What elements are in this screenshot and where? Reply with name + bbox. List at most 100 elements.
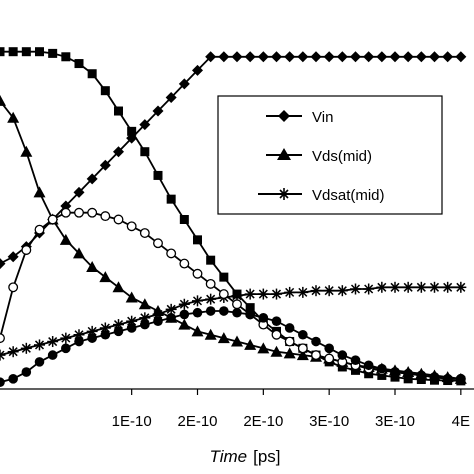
data-point-asterisk <box>336 285 348 297</box>
x-ticks: 1E-10 2E-10 2E-10 3E-10 3E-10 4E <box>112 389 470 430</box>
data-point-filled-circle <box>205 306 216 316</box>
data-point-square <box>232 289 242 299</box>
data-point-filled-circle <box>245 309 255 320</box>
data-point-square <box>74 59 84 69</box>
data-point-square <box>35 47 44 57</box>
data-point-diamond <box>310 51 322 63</box>
data-point-triangle <box>257 342 270 354</box>
data-point-asterisk <box>455 281 467 293</box>
data-point-open-circle <box>192 268 203 279</box>
data-point-filled-circle <box>311 336 321 347</box>
data-point-filled-circle <box>61 343 71 354</box>
data-point-filled-circle <box>284 323 295 333</box>
data-point-filled-circle <box>232 307 242 318</box>
data-point-triangle <box>0 94 6 106</box>
data-point-triangle <box>59 233 72 245</box>
data-point-filled-circle <box>390 367 400 377</box>
data-point-square <box>0 47 5 57</box>
data-point-diamond <box>376 51 388 63</box>
data-point-open-circle <box>179 258 190 269</box>
data-point-open-circle <box>113 214 124 225</box>
data-point-open-circle <box>284 336 295 347</box>
x-axis-title: Time [ps] <box>209 447 280 466</box>
data-point-asterisk <box>34 339 45 351</box>
x-tick-label: 4E <box>452 413 470 430</box>
data-point-asterisk <box>442 281 454 293</box>
data-point-diamond <box>192 64 203 76</box>
data-point-open-circle <box>87 207 98 218</box>
data-point-filled-circle <box>47 350 58 360</box>
data-point-square <box>193 235 202 245</box>
x-tick-label: 1E-10 <box>112 413 152 430</box>
data-point-square <box>403 374 413 384</box>
data-point-diamond <box>99 159 111 171</box>
data-point-filled-circle <box>166 313 176 323</box>
legend-box <box>217 95 443 215</box>
data-point-filled-circle <box>192 307 203 318</box>
legend-diamond-marker <box>278 110 290 122</box>
data-point-square <box>127 126 137 136</box>
data-point-filled-circle <box>442 374 453 384</box>
data-point-square <box>140 147 150 157</box>
data-point-asterisk <box>47 336 59 348</box>
data-point-filled-circle <box>324 343 334 354</box>
data-point-asterisk <box>165 303 177 315</box>
data-point-asterisk <box>86 325 98 337</box>
data-point-diamond <box>455 51 467 63</box>
data-point-asterisk <box>205 293 217 305</box>
data-point-asterisk <box>402 281 414 293</box>
data-point-square <box>390 372 400 382</box>
data-point-filled-circle <box>113 326 124 337</box>
data-point-open-circle <box>324 353 335 364</box>
data-point-filled-circle <box>140 319 150 330</box>
data-point-triangle <box>20 145 33 157</box>
data-point-filled-circle <box>456 374 466 384</box>
data-point-asterisk <box>60 332 72 344</box>
data-point-square <box>87 69 97 79</box>
data-point-asterisk <box>271 288 282 300</box>
data-point-filled-circle <box>34 357 45 367</box>
data-point-triangle <box>138 298 151 310</box>
data-point-asterisk <box>192 295 203 307</box>
data-point-asterisk <box>389 281 401 293</box>
data-point-diamond <box>231 51 243 63</box>
legend-label-vdsat: Vdsat(mid) <box>312 187 385 204</box>
data-point-open-circle <box>166 248 177 259</box>
x-axis-title-italic: Time <box>209 447 247 466</box>
data-point-asterisk <box>363 283 375 295</box>
data-point-diamond <box>0 258 6 270</box>
data-point-diamond <box>429 51 440 63</box>
data-point-asterisk <box>126 315 138 327</box>
data-point-square <box>48 48 58 58</box>
data-point-filled-circle <box>0 377 5 388</box>
data-point-asterisk <box>257 288 269 300</box>
data-point-open-circle <box>0 333 5 344</box>
data-point-open-circle <box>21 245 32 255</box>
data-point-diamond <box>244 51 256 63</box>
data-point-square <box>377 370 387 380</box>
legend-triangle-marker <box>277 148 291 160</box>
series-layer <box>0 47 467 388</box>
x-tick-label: 3E-10 <box>309 413 349 430</box>
x-tick-label: 3E-10 <box>375 413 415 430</box>
data-point-open-circle <box>8 282 19 293</box>
data-point-asterisk <box>415 281 427 293</box>
legend-label-vds: Vds(mid) <box>312 148 372 165</box>
data-point-triangle <box>125 291 138 303</box>
series-asterisk <box>0 281 467 361</box>
data-point-asterisk <box>178 298 190 310</box>
data-point-filled-circle <box>429 372 440 382</box>
data-point-diamond <box>442 51 454 63</box>
data-point-open-circle <box>311 350 321 361</box>
data-point-square <box>206 255 216 265</box>
data-point-triangle <box>112 281 125 293</box>
data-point-filled-circle <box>350 355 361 365</box>
data-point-square <box>166 194 176 204</box>
series-filled-circle <box>0 306 466 388</box>
data-point-open-circle <box>126 221 137 232</box>
data-point-asterisk <box>310 285 322 297</box>
data-point-filled-circle <box>416 370 427 381</box>
data-point-asterisk <box>297 286 309 298</box>
data-point-filled-circle <box>219 306 229 316</box>
data-point-filled-circle <box>258 313 269 323</box>
